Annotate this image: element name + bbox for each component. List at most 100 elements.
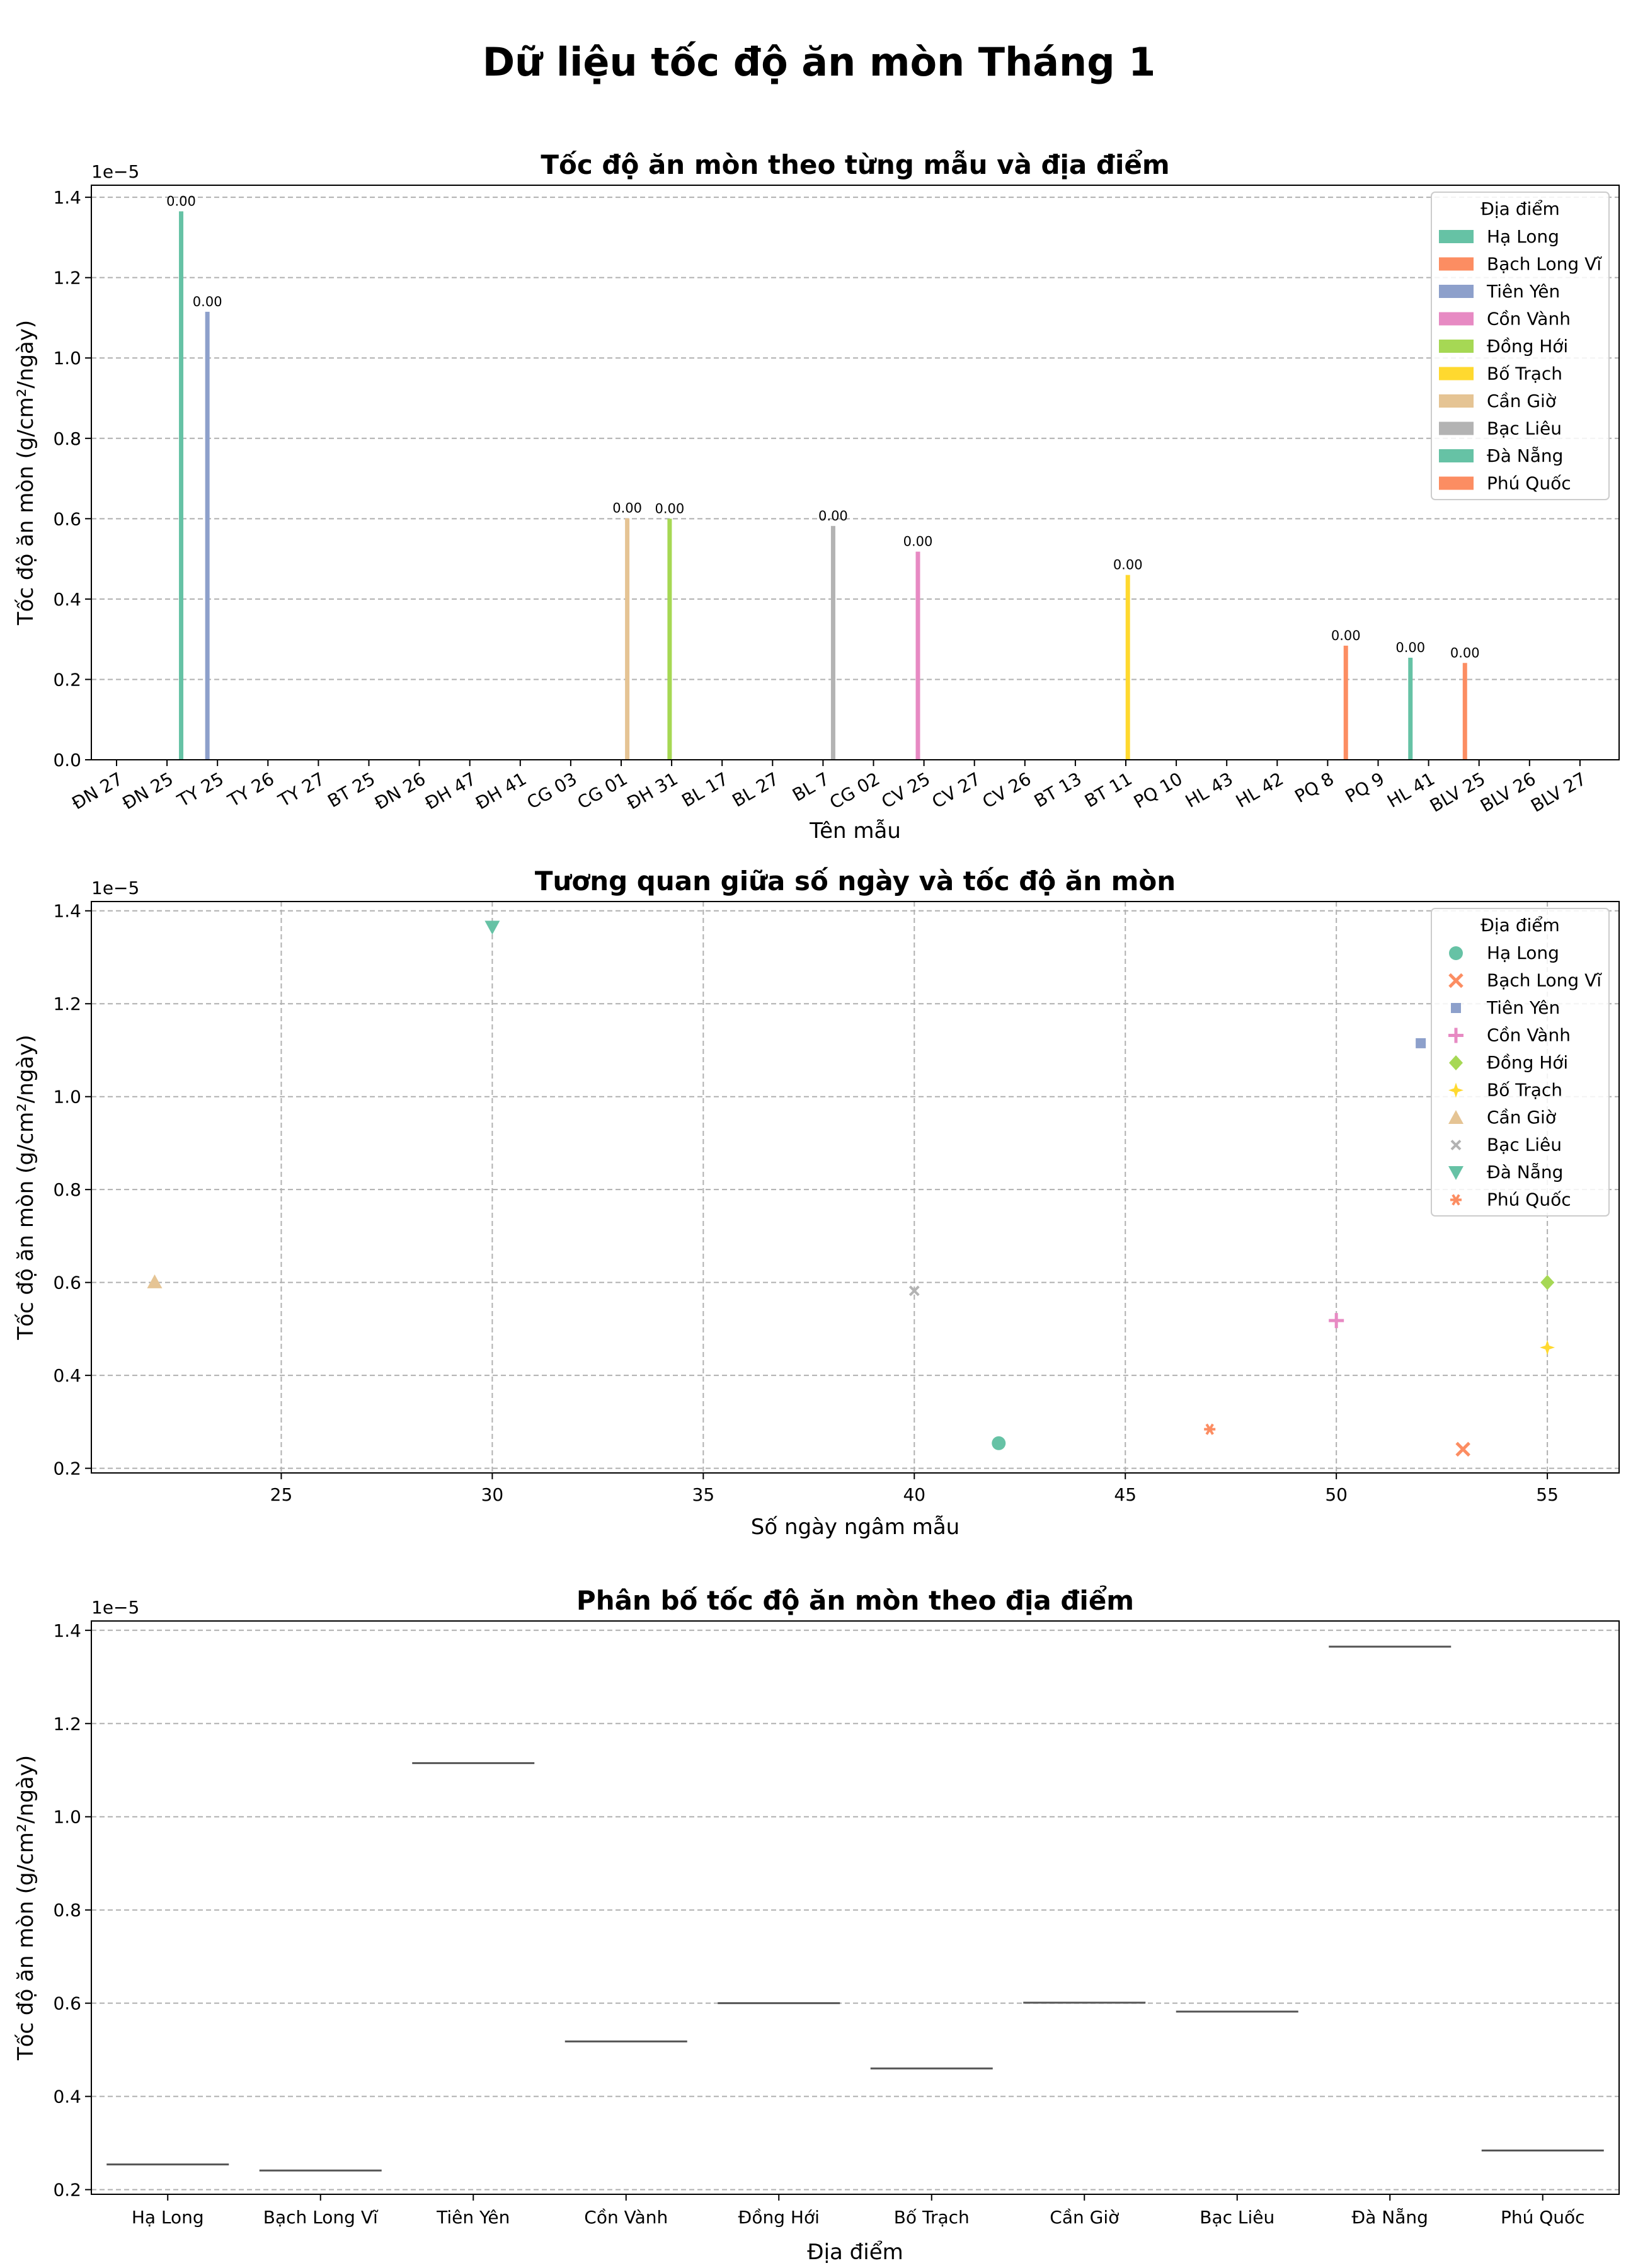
legend-frame [1431,192,1610,500]
x-tick-label: Tiên Yên [436,2207,510,2228]
scatter-point [908,1285,920,1297]
legend-swatch [1439,312,1474,326]
legend-marker [1450,1194,1462,1206]
x-tick-label: ĐH 31 [624,768,682,813]
x-tick-label: BLV 27 [1527,768,1589,816]
legend-marker [1448,1166,1463,1180]
y-offset-label: 1e−5 [91,161,139,182]
y-tick-label: 1.4 [53,1620,81,1641]
scatter-point [484,920,500,935]
plot-frame [91,1620,1620,2195]
y-tick-label: 0.6 [53,1273,81,1293]
x-axis-label: Địa điểm [807,2240,903,2265]
y-tick-label: 0.8 [53,428,81,449]
bar-value-label: 0.00 [612,501,642,516]
legend-marker [1448,1110,1463,1124]
legend-entry: Cồn Vành [1487,309,1571,329]
x-tick-label: CG 02 [826,768,883,813]
legend-entry: Phú Quốc [1487,1189,1571,1210]
bar [667,518,672,760]
bar [1462,663,1467,760]
legend-marker [1449,946,1463,960]
x-tick-label: CG 03 [524,768,581,813]
x-tick-label: 35 [692,1484,715,1505]
x-tick-label: TY 25 [173,768,227,811]
y-tick-label: 1.0 [53,1087,81,1108]
legend-entry: Bạch Long Vĩ [1487,254,1602,275]
bar-value-label: 0.00 [193,294,222,309]
y-tick-label: 0.4 [53,2087,81,2107]
x-tick-label: TY 26 [224,768,278,811]
x-tick-label: BL 27 [729,768,782,811]
bar [205,311,210,760]
x-tick-label: Cồn Vành [584,2207,668,2228]
legend-entry: Đồng Hới [1487,1052,1568,1073]
chart-title: Tương quan giữa số ngày và tốc độ ăn mòn [535,866,1176,896]
y-tick-label: 0.4 [53,1365,81,1386]
y-tick-label: 1.0 [53,1807,81,1828]
y-axis-label: Tốc độ ăn mòn (g/cm²/ngày) [13,1755,38,2061]
chart-title: Phân bố tốc độ ăn mòn theo địa điểm [576,1584,1134,1616]
scatter-point [992,1436,1006,1450]
bar [179,211,184,760]
y-tick-label: 0.8 [53,1179,81,1200]
bar-value-label: 0.00 [1331,628,1361,643]
plot-frame [91,185,1620,760]
x-tick-label: CG 01 [574,768,631,813]
legend-entry: Hạ Long [1487,942,1559,963]
x-tick-label: ĐN 27 [69,768,127,813]
scatter-point [1540,1339,1555,1355]
bar [830,525,835,760]
legend-swatch [1439,230,1474,243]
legend-entry: Hạ Long [1487,226,1559,247]
x-tick-label: Phú Quốc [1501,2207,1585,2228]
y-tick-label: 0.6 [53,508,81,529]
y-tick-label: 0.2 [53,1458,81,1479]
x-tick-label: CV 26 [979,768,1035,812]
legend-swatch [1439,367,1474,381]
x-tick-label: PQ 8 [1292,768,1337,806]
y-offset-label: 1e−5 [91,1597,139,1618]
legend-swatch [1439,421,1474,435]
legend-marker [1450,1140,1462,1150]
y-tick-label: 0.6 [53,1993,81,2014]
y-tick-label: 1.2 [53,268,81,289]
scatter-point [1204,1423,1216,1435]
x-tick-label: BT 25 [324,768,379,811]
y-tick-label: 1.4 [53,901,81,922]
x-tick-label: ĐH 41 [472,768,530,813]
legend: Địa điểm Hạ Long Bạch Long Vĩ Tiên Yên Cồn V… [1431,192,1610,500]
y-tick-label: 0.8 [53,1900,81,1921]
x-tick-label: Bạc Liêu [1200,2207,1274,2228]
legend-swatch [1439,449,1474,462]
x-axis-label: Số ngày ngâm mẫu [751,1515,959,1540]
x-tick-label: Đà Nẵng [1352,2207,1428,2228]
x-tick-label: BLV 25 [1426,768,1489,816]
legend-entry: Đà Nẵng [1487,445,1563,466]
x-tick-label: HL 43 [1182,768,1237,811]
y-tick-label: 1.4 [53,187,81,208]
legend: Địa điểm Hạ Long Bạch Long Vĩ Tiên Yên Cồn V… [1431,908,1610,1217]
legend-entry: Bố Trạch [1487,1080,1562,1101]
figure-title: Dữ liệu tốc độ ăn mòn Tháng 1 [482,39,1156,85]
x-tick-label: 40 [903,1484,925,1505]
bar [1125,575,1130,760]
legend-marker [1449,1055,1463,1070]
bar-value-label: 0.00 [1113,558,1143,573]
x-tick-label: PQ 10 [1130,768,1186,812]
chart-title: Tốc độ ăn mòn theo từng mẫu và địa điểm [541,149,1169,180]
bar-value-label: 0.00 [1450,645,1480,660]
legend-entry: Bạc Liêu [1487,1135,1562,1155]
legend-frame [1431,908,1610,1217]
legend-entry: Đồng Hới [1487,336,1568,357]
x-tick-label: CV 27 [929,768,985,812]
y-tick-label: 1.0 [53,348,81,369]
legend-entry: Cần Giờ [1487,391,1556,411]
legend-entry: Bạch Long Vĩ [1487,970,1602,991]
bar-value-label: 0.00 [655,501,685,516]
bar-value-label: 0.00 [903,534,933,549]
scatter-point [1416,1038,1426,1048]
x-tick-label: PQ 9 [1342,768,1388,806]
x-tick-label: TY 27 [274,768,328,811]
